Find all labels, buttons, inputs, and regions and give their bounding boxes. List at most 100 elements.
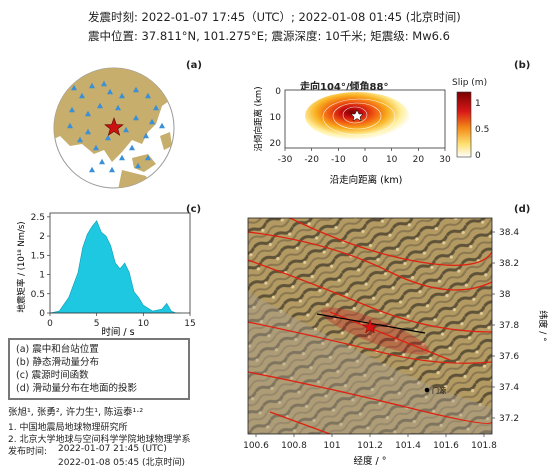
station-markers: [67, 80, 165, 173]
station-triangle-icon: [85, 128, 91, 135]
map-y-tick: 37.6: [499, 352, 519, 362]
slip-y-tick: 0: [275, 87, 281, 97]
town-marker: [424, 387, 430, 393]
slip-distribution-plot: -30 -20 -10 0 10 20 30 0 10 20 沿走向距离 (km) 沿倾向距…: [253, 86, 489, 186]
epicenter-line: 震中位置: 37.811°N, 101.275°E; 震源深度: 10千米; 矩…: [88, 28, 450, 44]
source-time-function-chart: 0 5 10 15 0 0.5 1 1.5 2 2.5 地震矩率 / (10¹⁸ Nm/s) 时间…: [16, 212, 195, 338]
stf-x-tick: 15: [184, 319, 195, 329]
publish-time-beijing: 2022-01-08 05:45 (北京时间): [58, 458, 185, 468]
station-triangle-icon: [109, 166, 115, 173]
town-label: 门源: [432, 386, 446, 395]
stf-x-tick: 5: [94, 319, 100, 329]
slip-x-tick: 30: [439, 155, 451, 165]
panel-d-label: (d): [514, 204, 531, 215]
stf-y-tick: 0: [39, 309, 45, 319]
magnitude-text: 矩震级: Mw6.6: [370, 29, 450, 43]
map-y-tick: 38: [499, 290, 511, 300]
map-x-tick: 101.2: [357, 441, 383, 451]
origin-time-label: 发震时刻:: [88, 10, 138, 24]
slip-y-tick: 10: [270, 113, 282, 123]
station-triangle-icon: [99, 158, 105, 165]
epicenter-star-icon: [362, 319, 378, 334]
map-x-ticks: 100.6 100.8 101 101.2 101.4 101.6 101.8: [243, 434, 497, 451]
panel-c-label: (c): [186, 204, 202, 215]
map-y-label: 纬度 / °: [537, 310, 549, 341]
station-triangle-icon: [119, 92, 125, 99]
stf-x-tick: 0: [47, 319, 53, 329]
origin-time-line: 发震时刻: 2022-01-07 17:45（UTC）; 2022-01-08 …: [88, 9, 461, 25]
map-x-label: 经度 / °: [354, 455, 387, 467]
station-triangle-icon: [133, 86, 139, 93]
panel-a-label: (a): [186, 60, 202, 71]
slip-x-tick: -20: [304, 155, 319, 165]
station-triangle-icon: [133, 114, 139, 121]
station-triangle-icon: [101, 80, 107, 87]
stf-y-tick: 1.5: [31, 251, 45, 261]
stf-axes: [49, 212, 191, 314]
station-triangle-icon: [145, 154, 151, 161]
map-y-tick: 37.8: [499, 321, 519, 331]
station-triangle-icon: [93, 144, 99, 151]
map-y-tick: 38.4: [499, 228, 519, 238]
publish-time-label: 发布时间:: [8, 447, 48, 457]
stf-y-tick: 0.5: [31, 290, 45, 300]
publish-time-utc: 2022-01-07 21:45 (UTC): [58, 444, 167, 454]
epicenter-value: 37.811°N, 101.275°E;: [141, 29, 268, 43]
colorbar-tick: 0.5: [475, 125, 489, 135]
station-triangle-icon: [89, 166, 95, 173]
station-triangle-icon: [143, 132, 149, 139]
station-globe-map: [53, 67, 175, 189]
affiliation-1: 1. 中国地震局地球物理研究所: [8, 423, 128, 433]
stf-y-tick: 1: [39, 271, 45, 281]
station-triangle-icon: [97, 102, 103, 109]
slip-colorbar: [456, 91, 472, 158]
slip-x-tick: 0: [362, 155, 368, 165]
map-x-tick: 101.8: [471, 441, 497, 451]
surface-projection-map: 门源 100.6 100.8 101 101.2 101.4 101.6 101.8 38.…: [243, 217, 549, 467]
slip-x-tick: 20: [413, 155, 425, 165]
stf-y-tick: 2.5: [31, 213, 45, 223]
map-y-tick: 37.2: [499, 414, 519, 424]
slip-x-tick: -10: [331, 155, 346, 165]
station-triangle-icon: [159, 122, 165, 129]
station-triangle-icon: [153, 104, 159, 111]
panel-legend: (a) 震中和台站位置 (b) 静态滑动量分布 (c) 震源时间函数 (d) 滑…: [8, 338, 190, 400]
legend-item: (b) 静态滑动量分布: [16, 357, 99, 368]
station-triangle-icon: [107, 88, 113, 95]
stf-y-label: 地震矩率 / (10¹⁸ Nm/s): [16, 221, 27, 312]
valley-shading: [248, 292, 492, 434]
map-x-tick: 101.4: [395, 441, 421, 451]
colorbar-tick: 0: [475, 151, 481, 161]
station-triangle-icon: [67, 122, 73, 129]
station-triangle-icon: [119, 154, 125, 161]
slip-y-tick: 20: [270, 139, 282, 149]
slip-contours: [322, 98, 396, 136]
panel-b-label: (b): [514, 60, 531, 71]
station-triangle-icon: [129, 144, 135, 151]
station-triangle-icon: [77, 136, 83, 143]
station-triangle-icon: [123, 126, 129, 133]
station-triangle-icon: [105, 134, 111, 141]
station-triangle-icon: [89, 82, 95, 89]
stf-x-tick: 10: [138, 319, 150, 329]
colorbar-tick: 1: [475, 99, 481, 109]
epicenter-star-icon: [104, 117, 124, 136]
legend-item: (a) 震中和台站位置: [16, 344, 99, 355]
slip-y-label: 沿倾向距离 (km): [253, 86, 264, 151]
map-x-tick: 101.6: [433, 441, 459, 451]
station-triangle-icon: [115, 104, 121, 111]
station-triangle-icon: [145, 92, 151, 99]
map-x-tick: 101: [323, 441, 340, 451]
slip-x-tick: -30: [278, 155, 293, 165]
legend-item: (d) 滑动量分布在地面的投影: [16, 383, 137, 394]
station-triangle-icon: [85, 110, 91, 117]
station-triangle-icon: [149, 118, 155, 125]
map-y-ticks: 38.4 38.2 38 37.8 37.6 37.4 37.2: [492, 228, 519, 424]
hypocenter-star-icon: [350, 109, 364, 122]
stf-y-tick: 2: [39, 232, 45, 242]
slip-x-tick: 10: [386, 155, 398, 165]
epicenter-label: 震中位置:: [88, 29, 138, 43]
map-x-tick: 100.6: [243, 441, 269, 451]
slip-x-ticks: -30 -20 -10 0 10 20 30: [278, 148, 451, 165]
slip-title: 走向104°/倾角88°: [300, 82, 389, 93]
